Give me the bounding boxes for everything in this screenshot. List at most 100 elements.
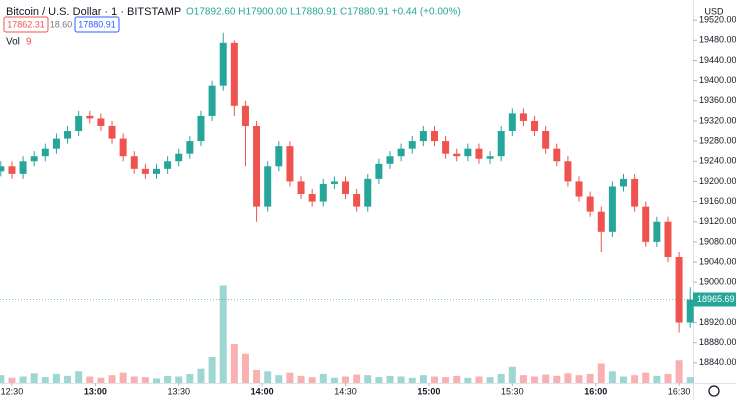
volume-bar bbox=[153, 378, 161, 383]
volume-bar bbox=[531, 376, 539, 383]
x-tick-label: 15:30 bbox=[501, 386, 524, 396]
ask-price[interactable]: 17880.91 bbox=[78, 19, 116, 29]
candle-body bbox=[97, 118, 105, 126]
x-tick-label: 14:30 bbox=[334, 386, 357, 396]
candle-body bbox=[164, 161, 172, 169]
y-tick-label: 19120.00 bbox=[699, 216, 736, 226]
candle-body bbox=[219, 42, 227, 86]
volume-bar bbox=[208, 357, 216, 383]
candle-body bbox=[286, 146, 294, 182]
candle-body bbox=[642, 206, 650, 242]
candle-body bbox=[86, 115, 94, 119]
candle-body bbox=[175, 153, 183, 162]
candle-body bbox=[531, 120, 539, 132]
volume-bar bbox=[297, 375, 305, 383]
volume-bar bbox=[319, 373, 327, 383]
candle-body bbox=[375, 163, 383, 179]
volume-bar bbox=[608, 371, 616, 383]
y-tick-label: 19000.00 bbox=[699, 277, 736, 287]
volume-bar bbox=[553, 375, 561, 383]
volume-bar bbox=[19, 376, 27, 383]
candle-body bbox=[330, 181, 338, 184]
volume-bar bbox=[475, 376, 483, 383]
volume-bar bbox=[686, 377, 694, 383]
y-tick-label: 19360.00 bbox=[699, 95, 736, 105]
y-tick-label: 19040.00 bbox=[699, 256, 736, 266]
volume-bar bbox=[30, 373, 38, 383]
volume-bar bbox=[430, 376, 438, 383]
y-tick-label: 19160.00 bbox=[699, 196, 736, 206]
volume-bar bbox=[442, 377, 450, 383]
candle-body bbox=[631, 178, 639, 207]
bid-box[interactable] bbox=[3, 16, 49, 33]
candle-body bbox=[408, 141, 416, 149]
candle-body bbox=[297, 181, 305, 195]
candle-body bbox=[664, 221, 672, 258]
volume-value: 9 bbox=[26, 37, 32, 48]
candle-body bbox=[675, 257, 683, 323]
y-tick-label: 19400.00 bbox=[699, 75, 736, 85]
y-tick-label: 19240.00 bbox=[699, 156, 736, 166]
volume-bar bbox=[41, 377, 49, 383]
volume-bar bbox=[342, 376, 350, 383]
candle-body bbox=[542, 131, 550, 149]
candle-body bbox=[575, 181, 583, 197]
candle-body bbox=[653, 221, 661, 242]
ohlc-legend: O17892.60 H17900.00 L17880.91 C17880.91 … bbox=[186, 7, 461, 18]
candle-body bbox=[475, 148, 483, 159]
volume-bar bbox=[353, 374, 361, 383]
x-tick-label: 13:30 bbox=[167, 386, 190, 396]
y-tick-label: 18920.00 bbox=[699, 317, 736, 327]
candle-body bbox=[608, 186, 616, 232]
candle-body bbox=[419, 131, 427, 142]
candle-body bbox=[75, 115, 83, 132]
volume-bar bbox=[175, 376, 183, 383]
candle-body bbox=[153, 168, 161, 174]
candle-body bbox=[8, 166, 16, 174]
volume-bar bbox=[664, 373, 672, 383]
candle-body bbox=[553, 148, 561, 162]
y-tick-label: 19280.00 bbox=[699, 135, 736, 145]
volume-bar bbox=[86, 376, 94, 383]
volume-bar bbox=[52, 373, 60, 383]
candle-body bbox=[52, 138, 60, 149]
candle-body bbox=[319, 183, 327, 202]
volume-bar bbox=[97, 377, 105, 383]
last-price-tag bbox=[693, 292, 736, 307]
y-tick-label: 19200.00 bbox=[699, 176, 736, 186]
volume-label: Vol bbox=[6, 37, 20, 48]
candle-body bbox=[686, 299, 694, 323]
candle-body bbox=[486, 156, 494, 159]
volume-bar bbox=[519, 375, 527, 383]
candle-body bbox=[564, 161, 572, 182]
candle-body bbox=[464, 148, 472, 157]
bid-price[interactable]: 17862.31 bbox=[7, 19, 45, 29]
candle-body bbox=[19, 161, 27, 174]
candle-body bbox=[141, 168, 149, 174]
x-tick-label: 14:00 bbox=[251, 386, 274, 396]
candle-body bbox=[30, 156, 38, 162]
volume-bar bbox=[364, 375, 372, 383]
volume-bar bbox=[64, 375, 72, 383]
candle-body bbox=[597, 211, 605, 232]
settings-icon[interactable] bbox=[708, 385, 720, 397]
volume-bar bbox=[8, 377, 16, 383]
candle-body bbox=[397, 148, 405, 157]
volume-bar bbox=[108, 375, 116, 383]
candle-body bbox=[108, 125, 116, 139]
currency-label: USD bbox=[704, 6, 724, 16]
candle-body bbox=[208, 85, 216, 116]
candle-body bbox=[275, 146, 283, 167]
ask-box[interactable] bbox=[74, 16, 120, 33]
volume-bar bbox=[330, 377, 338, 383]
candle-body bbox=[308, 194, 316, 202]
x-tick-label: 13:00 bbox=[84, 386, 107, 396]
volume-bar bbox=[653, 375, 661, 383]
candle-body bbox=[508, 113, 516, 132]
volume-bar bbox=[564, 373, 572, 383]
y-tick-label: 19480.00 bbox=[699, 35, 736, 45]
volume-bar bbox=[130, 376, 138, 383]
candle-body bbox=[41, 148, 49, 157]
x-tick-label: 15:00 bbox=[417, 386, 440, 396]
candle-body bbox=[130, 156, 138, 169]
